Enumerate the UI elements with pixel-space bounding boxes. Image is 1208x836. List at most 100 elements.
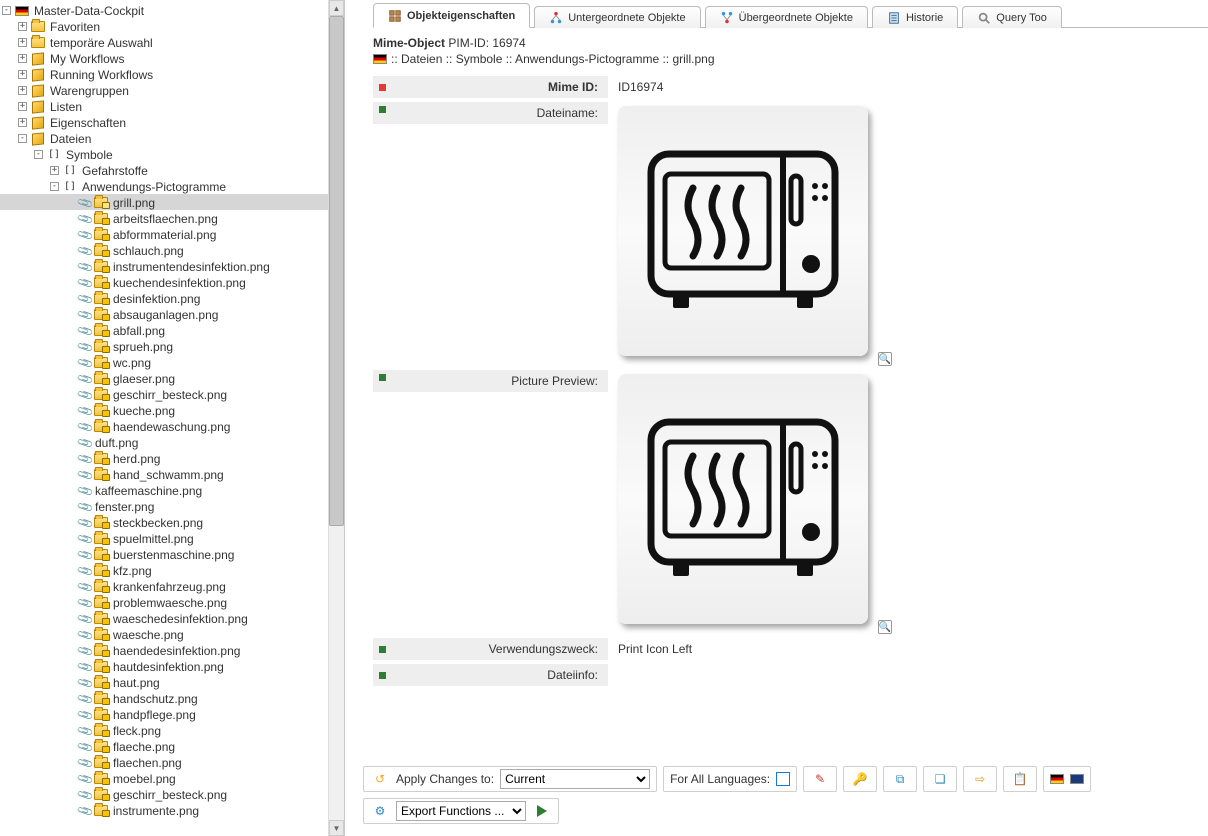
tree-node[interactable]: 📎instrumente.png: [0, 802, 328, 818]
tree-node[interactable]: 📎kuechendesinfektion.png: [0, 274, 328, 290]
tree-node[interactable]: +Warengruppen: [0, 82, 328, 98]
tree-node[interactable]: 📎handpflege.png: [0, 706, 328, 722]
scroll-up-button[interactable]: ▲: [329, 0, 344, 16]
all-languages-checkbox[interactable]: [776, 772, 790, 786]
tree-node[interactable]: 📎geschirr_besteck.png: [0, 386, 328, 402]
tree-node[interactable]: 📎schlauch.png: [0, 242, 328, 258]
tree-node[interactable]: 📎grill.png: [0, 194, 328, 210]
flag-en-icon[interactable]: [1070, 774, 1084, 784]
tree-node[interactable]: 📎handschutz.png: [0, 690, 328, 706]
export-functions-select[interactable]: Export Functions ...: [396, 801, 526, 821]
tree-node[interactable]: -[]Anwendungs-Pictogramme: [0, 178, 328, 194]
collapse-icon[interactable]: -: [34, 150, 43, 159]
expand-icon[interactable]: +: [18, 102, 27, 111]
tree-node[interactable]: 📎waesche.png: [0, 626, 328, 642]
tree-node[interactable]: 📎flaeche.png: [0, 738, 328, 754]
tab-icon: [887, 11, 901, 25]
settings-button[interactable]: ⚙: [370, 801, 390, 821]
tree-node[interactable]: +Running Workflows: [0, 66, 328, 82]
tab--bergeordnete-objekte[interactable]: Übergeordnete Objekte: [705, 6, 868, 28]
tab-untergeordnete-objekte[interactable]: Untergeordnete Objekte: [534, 6, 700, 28]
tree-node[interactable]: +[]Gefahrstoffe: [0, 162, 328, 178]
tree-node[interactable]: 📎kfz.png: [0, 562, 328, 578]
edit-button[interactable]: ✎: [810, 769, 830, 789]
tree-node[interactable]: 📎hautdesinfektion.png: [0, 658, 328, 674]
scroll-track[interactable]: [329, 16, 344, 820]
tree-scrollbar[interactable]: ▲ ▼: [328, 0, 344, 836]
expand-icon[interactable]: +: [18, 86, 27, 95]
tree-node[interactable]: 📎haut.png: [0, 674, 328, 690]
zoom-button[interactable]: 🔍: [878, 352, 892, 366]
refresh-button[interactable]: ↺: [370, 769, 390, 789]
tree-node[interactable]: 📎krankenfahrzeug.png: [0, 578, 328, 594]
tree-node[interactable]: 📎moebel.png: [0, 770, 328, 786]
expand-icon[interactable]: +: [50, 166, 59, 175]
tree-node[interactable]: 📎glaeser.png: [0, 370, 328, 386]
tree-node[interactable]: 📎wc.png: [0, 354, 328, 370]
tree-node[interactable]: 📎duft.png: [0, 434, 328, 450]
tree-node[interactable]: 📎buerstenmaschine.png: [0, 546, 328, 562]
tree-node[interactable]: 📎arbeitsflaechen.png: [0, 210, 328, 226]
tree-node[interactable]: +Favoriten: [0, 18, 328, 34]
run-button[interactable]: [532, 801, 552, 821]
locked-folder-icon: [94, 789, 108, 800]
tree-node[interactable]: 📎fenster.png: [0, 498, 328, 514]
tree-node[interactable]: 📎kueche.png: [0, 402, 328, 418]
tree-node[interactable]: 📎desinfektion.png: [0, 290, 328, 306]
tree-label: glaeser.png: [111, 372, 175, 386]
bracket-icon: []: [62, 180, 78, 194]
attachment-icon: 📎: [77, 306, 93, 322]
expand-icon[interactable]: +: [18, 70, 27, 79]
scroll-down-button[interactable]: ▼: [329, 820, 344, 836]
tree-node[interactable]: -Master-Data-Cockpit: [0, 2, 328, 18]
prop-row-filename: Dateiname:: [373, 102, 1208, 370]
locked-folder-icon: [94, 373, 108, 384]
tree-node[interactable]: 📎flaechen.png: [0, 754, 328, 770]
tree-node[interactable]: 📎herd.png: [0, 450, 328, 466]
tree-node[interactable]: +temporäre Auswahl: [0, 34, 328, 50]
tree-node[interactable]: +Listen: [0, 98, 328, 114]
collapse-icon[interactable]: -: [2, 6, 11, 15]
duplicate-button[interactable]: ❏: [930, 769, 950, 789]
collapse-icon[interactable]: -: [18, 134, 27, 143]
tree-node[interactable]: 📎haendewaschung.png: [0, 418, 328, 434]
tree-node[interactable]: 📎fleck.png: [0, 722, 328, 738]
tree-node[interactable]: 📎sprueh.png: [0, 338, 328, 354]
tree-node[interactable]: 📎geschirr_besteck.png: [0, 786, 328, 802]
collapse-icon[interactable]: -: [50, 182, 59, 191]
expand-icon[interactable]: +: [18, 54, 27, 63]
tree-node[interactable]: +Eigenschaften: [0, 114, 328, 130]
tree-node[interactable]: 📎haendedesinfektion.png: [0, 642, 328, 658]
copy-button[interactable]: ⧉: [890, 769, 910, 789]
apply-scope-select[interactable]: Current: [500, 769, 650, 789]
tree-node[interactable]: 📎spuelmittel.png: [0, 530, 328, 546]
scroll-thumb[interactable]: [329, 16, 344, 526]
tree-node[interactable]: 📎hand_schwamm.png: [0, 466, 328, 482]
microwave-icon: [643, 414, 843, 584]
key-button[interactable]: 🔑: [850, 769, 870, 789]
flag-de-icon[interactable]: [1050, 774, 1064, 784]
tab-historie[interactable]: Historie: [872, 6, 958, 28]
tree-node[interactable]: -[]Symbole: [0, 146, 328, 162]
tree-node[interactable]: -Dateien: [0, 130, 328, 146]
tab-objekteigenschaften[interactable]: Objekteigenschaften: [373, 3, 530, 28]
tree-node[interactable]: 📎kaffeemaschine.png: [0, 482, 328, 498]
expand-icon[interactable]: +: [18, 38, 27, 47]
paste-button[interactable]: 📋: [1010, 769, 1030, 789]
expand-icon[interactable]: +: [18, 22, 27, 31]
tree-node[interactable]: 📎steckbecken.png: [0, 514, 328, 530]
expand-icon[interactable]: +: [18, 118, 27, 127]
tree-node[interactable]: 📎problemwaesche.png: [0, 594, 328, 610]
tab-label: Untergeordnete Objekte: [568, 12, 685, 24]
cube-icon: [32, 52, 44, 65]
tree-node[interactable]: 📎abfall.png: [0, 322, 328, 338]
tree-node[interactable]: 📎abformmaterial.png: [0, 226, 328, 242]
tree-node[interactable]: +My Workflows: [0, 50, 328, 66]
zoom-button[interactable]: 🔍: [878, 620, 892, 634]
export-button[interactable]: ⇨: [970, 769, 990, 789]
attachment-icon: 📎: [77, 626, 93, 642]
tab-query-too[interactable]: Query Too: [962, 6, 1062, 28]
tree-node[interactable]: 📎absauganlagen.png: [0, 306, 328, 322]
tree-node[interactable]: 📎waeschedesinfektion.png: [0, 610, 328, 626]
tree-node[interactable]: 📎instrumentendesinfektion.png: [0, 258, 328, 274]
